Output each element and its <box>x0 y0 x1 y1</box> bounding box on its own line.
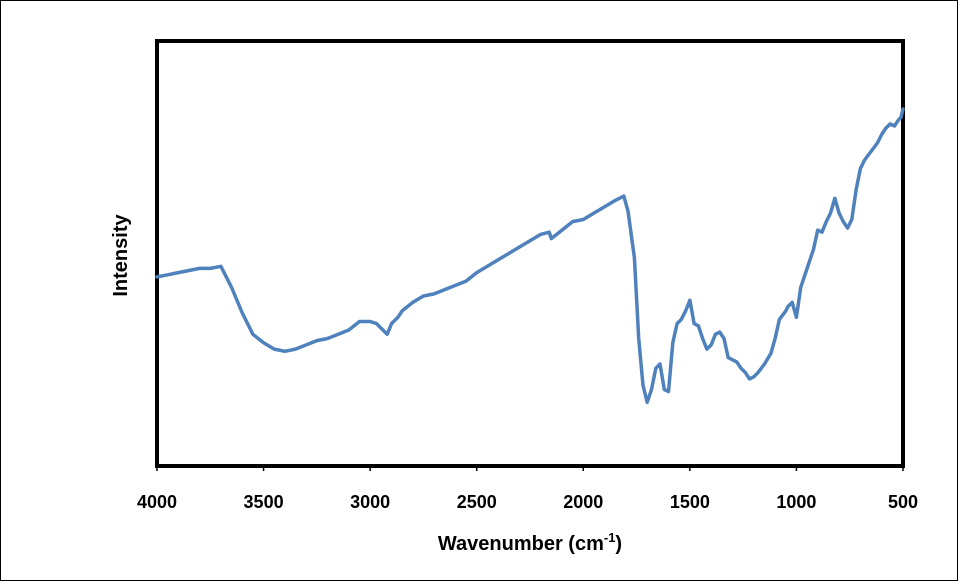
plot-area-border <box>155 39 905 468</box>
x-tick-label: 500 <box>888 492 918 512</box>
x-tick-label: 2000 <box>563 492 603 512</box>
x-tick-labels: 4000 3500 3000 2500 2000 1500 1000 500 <box>137 492 918 512</box>
x-tick-label: 4000 <box>137 492 177 512</box>
x-axis-title-superscript: -1 <box>604 530 616 545</box>
x-axis-title-suffix: ) <box>615 533 622 555</box>
x-tick-label: 3000 <box>350 492 390 512</box>
x-axis-title: Wavenumber (cm-1) <box>438 530 622 555</box>
x-axis-title-main: Wavenumber (cm <box>438 533 604 555</box>
x-tick-marks <box>156 466 904 471</box>
x-tick-label: 1000 <box>776 492 816 512</box>
y-axis-title: Intensity <box>110 214 132 297</box>
spectrum-line-series-0 <box>155 107 905 405</box>
series-layer <box>155 107 905 405</box>
x-tick-label: 1500 <box>670 492 710 512</box>
x-tick-label: 3500 <box>244 492 284 512</box>
x-tick-label: 2500 <box>457 492 497 512</box>
